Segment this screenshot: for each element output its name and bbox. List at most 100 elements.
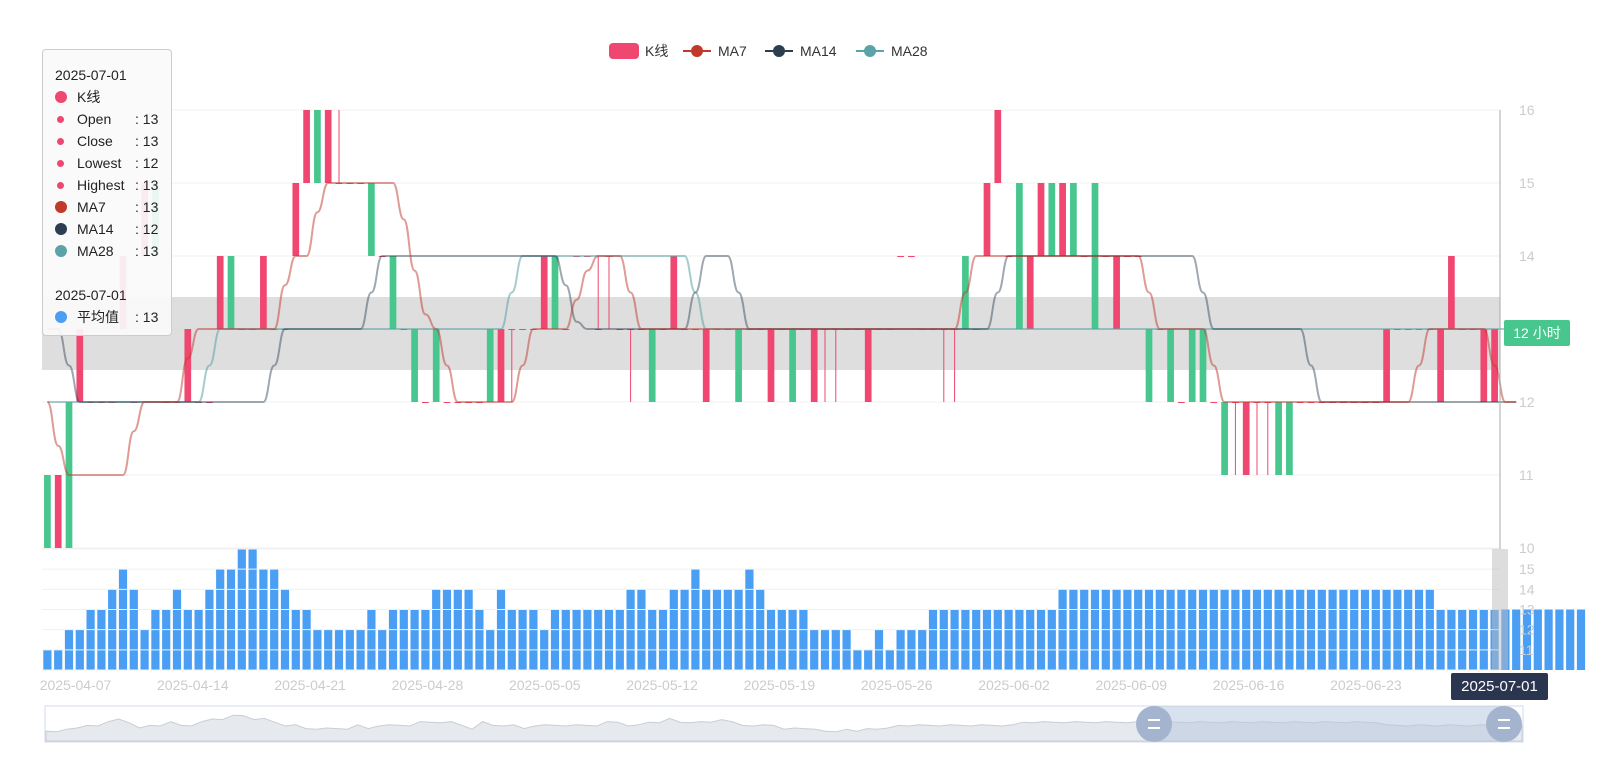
volume-bar xyxy=(1458,609,1467,670)
tooltip-row: MA14 : 12 xyxy=(55,218,159,240)
data-zoom-slider[interactable] xyxy=(44,705,1524,743)
volume-bar xyxy=(583,609,592,670)
tooltip-row-value: : 13 xyxy=(135,133,159,149)
volume-tick-label: 15 xyxy=(1519,561,1535,577)
candle xyxy=(908,256,915,257)
candle xyxy=(292,183,300,256)
candle xyxy=(44,475,51,548)
volume-bar xyxy=(1468,609,1478,670)
candle xyxy=(1242,402,1250,475)
legend-label: MA14 xyxy=(800,43,837,59)
volume-bar xyxy=(1047,609,1056,670)
legend-item-ma14[interactable]: MA14 xyxy=(765,43,837,59)
volume-bar xyxy=(507,609,516,670)
volume-bar xyxy=(183,609,192,670)
volume-bar xyxy=(939,609,948,670)
volume-bar xyxy=(226,569,236,670)
volume-bar xyxy=(961,609,970,670)
candle xyxy=(1286,402,1293,475)
y-tick-label: 12 xyxy=(1519,394,1535,410)
volume-bar xyxy=(421,609,430,670)
candle xyxy=(1253,402,1261,475)
x-tick-label: 2025-06-09 xyxy=(1095,677,1167,693)
volume-bar xyxy=(302,609,311,670)
chart-legend[interactable]: K线 MA7 MA14 MA28 xyxy=(609,43,928,59)
volume-bar xyxy=(993,609,1002,670)
tooltip-row-value: : 12 xyxy=(135,155,159,171)
volume-bar xyxy=(1555,609,1564,670)
data-zoom-handle-right[interactable] xyxy=(1486,706,1522,742)
ma-lines xyxy=(46,182,1549,476)
candle xyxy=(983,183,991,256)
open-dot-icon xyxy=(57,115,64,123)
candle xyxy=(335,110,343,184)
volume-bar xyxy=(1015,609,1024,670)
legend-item-ma7[interactable]: MA7 xyxy=(683,43,747,59)
candle xyxy=(368,183,375,256)
volume-bar xyxy=(561,609,570,670)
volume-bar xyxy=(745,569,754,670)
volume-bar xyxy=(367,609,376,670)
volume-bar xyxy=(972,609,981,670)
candle xyxy=(1026,256,1034,329)
legend-label: MA7 xyxy=(718,43,747,59)
tooltip-kline-label: K线 xyxy=(77,89,101,105)
candle xyxy=(1232,402,1239,475)
candle xyxy=(864,329,872,402)
legend-circle-icon xyxy=(773,45,785,57)
volume-bar xyxy=(118,569,128,670)
volume-bar xyxy=(194,609,203,670)
candle xyxy=(378,256,386,257)
candle xyxy=(1275,402,1282,475)
legend-item-k线[interactable]: K线 xyxy=(609,43,668,59)
x-tick-label: 2025-06-02 xyxy=(978,677,1050,693)
candle xyxy=(1113,256,1120,329)
data-zoom-selected-range[interactable] xyxy=(1154,706,1504,742)
volume-bar xyxy=(1566,609,1575,670)
avg-dot-icon xyxy=(55,311,67,323)
volume-bar xyxy=(388,609,398,670)
ma14-dot-icon xyxy=(55,223,67,235)
tooltip-date-2: 2025-07-01 xyxy=(55,287,127,303)
volume-bar xyxy=(788,609,797,670)
tooltip-row-name: Open xyxy=(77,111,112,127)
volume-bar xyxy=(885,649,894,670)
candle xyxy=(1264,402,1272,475)
volume-bar xyxy=(270,569,279,670)
volume-bar xyxy=(777,609,786,670)
volume-bar xyxy=(151,609,160,670)
volume-tick-label: 12 xyxy=(1519,622,1535,638)
candle xyxy=(184,329,192,402)
candle xyxy=(324,110,332,183)
tooltip-row-value: : 13 xyxy=(135,243,159,259)
tooltip-row-name: Lowest xyxy=(77,155,122,171)
candle xyxy=(994,110,1002,183)
volume-bar xyxy=(1522,609,1532,670)
volume-bar xyxy=(766,609,776,670)
candle xyxy=(648,329,656,402)
candle xyxy=(1383,329,1390,402)
legend-item-ma28[interactable]: MA28 xyxy=(856,43,928,59)
x-tick-label: 2025-04-14 xyxy=(157,677,229,693)
data-zoom-handle-left[interactable] xyxy=(1136,706,1172,742)
candle xyxy=(227,256,235,329)
volume-bar xyxy=(216,569,225,670)
candle xyxy=(767,329,775,402)
volume-bar xyxy=(982,609,992,670)
volume-bar xyxy=(950,609,959,670)
candle xyxy=(1188,329,1196,402)
volume-bar xyxy=(864,649,873,670)
volume-bar xyxy=(615,609,624,670)
y-axis-pointer-label: 12 小时 xyxy=(1504,320,1570,346)
volume-bar xyxy=(853,649,862,670)
candle xyxy=(1210,402,1218,403)
x-tick-label: 2025-05-12 xyxy=(626,677,698,693)
candle xyxy=(54,475,62,548)
candle xyxy=(789,329,796,402)
tooltip-avg-label: 平均值 xyxy=(77,309,119,325)
volume-bar xyxy=(399,609,408,670)
legend-label: K线 xyxy=(645,43,668,59)
candle xyxy=(670,256,678,329)
volume-bar xyxy=(291,609,300,670)
